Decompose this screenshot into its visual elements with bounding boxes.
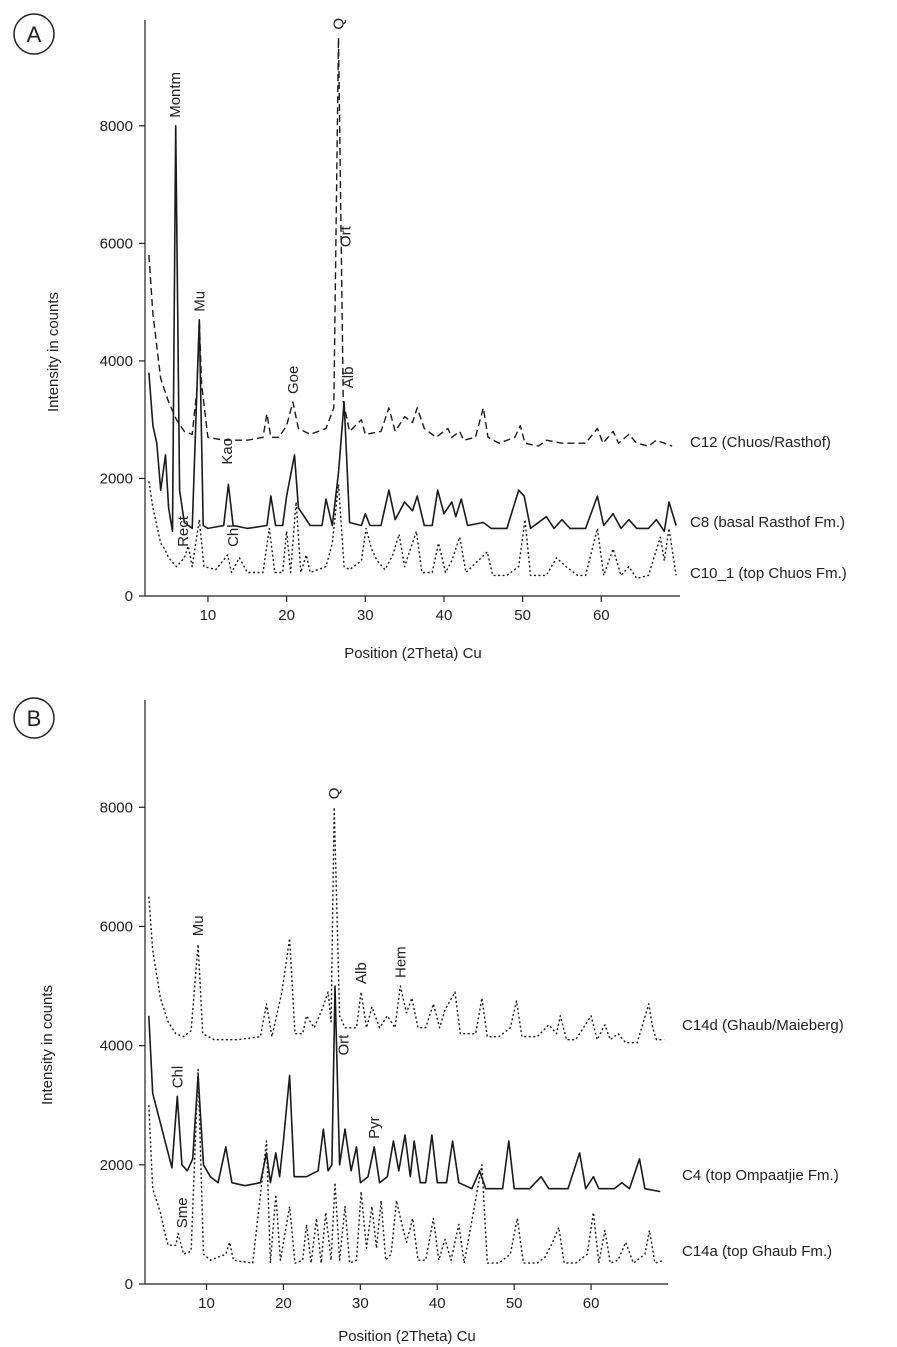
panel-b-y-tick-label: 0	[125, 1276, 133, 1293]
panel-b-y-tick-label: 2000	[100, 1157, 133, 1174]
panel-b-legend-entry: C14a (top Ghaub Fm.)	[682, 1243, 832, 1260]
panel-b-series-line-2	[148, 985, 661, 1193]
panel-b-peak-annotation: Mu	[190, 915, 207, 936]
panel-a-peak-annotation: Kao	[219, 438, 236, 465]
panel-a-peak-annotation: Montm	[167, 72, 184, 118]
panel-b-x-tick-label: 50	[506, 1295, 523, 1312]
panel-a-y-tick-label: 4000	[100, 353, 133, 370]
panel-a-y-tick-label: 2000	[100, 470, 133, 487]
panel-b-peak-annotation: Alb	[353, 962, 370, 984]
panel-b-letter-circle	[13, 697, 55, 739]
panel-a-y-tick-label: 0	[125, 588, 133, 605]
panel-b-y-tick-label: 8000	[100, 799, 133, 816]
panel-b-x-tick-label: 20	[275, 1295, 292, 1312]
panel-a-legend-entry: C10_1 (top Chuos Fm.)	[690, 565, 847, 582]
panel-b-series-line-3	[148, 1068, 665, 1264]
panel-a-x-tick-label: 60	[593, 607, 610, 624]
panel-b-y-tick-label: 6000	[100, 918, 133, 935]
panel-a-peak-annotation: Chl	[225, 524, 242, 547]
panel-b-peak-annotation: Hem	[392, 946, 409, 978]
panel-b: B Intensity in counts Position (2Theta) …	[13, 697, 844, 1345]
panel-a-peak-annotation: Goe	[285, 366, 302, 394]
panel-a-peak-annotation: Rect	[175, 515, 192, 547]
panel-b-x-tick-label: 40	[429, 1295, 446, 1312]
panel-a-peak-annotation: Alb	[340, 367, 357, 389]
panel-a-letter-circle	[13, 13, 55, 55]
panel-b-peak-annotation: Ort	[335, 1034, 352, 1056]
panel-b-y-axis-label: Intensity in counts	[39, 985, 56, 1105]
panel-a-x-tick-label: 20	[278, 607, 295, 624]
panel-a-y-axis-label: Intensity in counts	[45, 292, 62, 412]
panel-a-letter: A	[27, 22, 42, 47]
panel-a-series-line-1	[148, 36, 673, 447]
panel-a-x-axis-label: Position (2Theta) Cu	[344, 645, 482, 662]
panel-b-legend-entry: C4 (top Ompaatjie Fm.)	[682, 1167, 839, 1184]
panel-a-x-tick-label: 30	[357, 607, 374, 624]
panel-a-x-tick-label: 40	[436, 607, 453, 624]
panel-b-peak-annotation: Pyr	[366, 1116, 383, 1139]
panel-a-y-tick-label: 6000	[100, 235, 133, 252]
panel-a-y-tick-label: 8000	[100, 118, 133, 135]
panel-a-x-tick-label: 10	[200, 607, 217, 624]
panel-a-x-tick-label: 50	[514, 607, 531, 624]
panel-b-peak-annotation: Sme	[174, 1197, 191, 1228]
panel-b-series-line-1	[148, 806, 665, 1044]
panel-b-peak-annotation: Chl	[169, 1066, 186, 1089]
panel-a-peak-annotation: Ort	[338, 225, 355, 247]
panel-b-peak-annotation: Q	[326, 788, 343, 800]
panel-a-legend-entry: C12 (Chuos/Rasthof)	[690, 434, 831, 451]
panel-a-peak-annotation: Q	[331, 18, 348, 30]
panel-a-series-line-2	[148, 125, 677, 533]
panel-b-legend-entry: C14d (Ghaub/Maieberg)	[682, 1017, 844, 1034]
panel-a-legend-entry: C8 (basal Rasthof Fm.)	[690, 514, 845, 531]
panel-b-x-tick-label: 10	[198, 1295, 215, 1312]
panel-a: A Intensity in counts Position (2Theta) …	[13, 13, 847, 662]
panel-b-x-tick-label: 30	[352, 1295, 369, 1312]
panel-b-x-tick-label: 60	[583, 1295, 600, 1312]
panel-a-series-line-3	[148, 481, 677, 580]
panel-b-x-axis-label: Position (2Theta) Cu	[338, 1328, 476, 1345]
panel-a-peak-annotation: Mu	[191, 291, 208, 312]
panel-b-y-tick-label: 4000	[100, 1038, 133, 1055]
panel-b-letter: B	[27, 706, 42, 731]
